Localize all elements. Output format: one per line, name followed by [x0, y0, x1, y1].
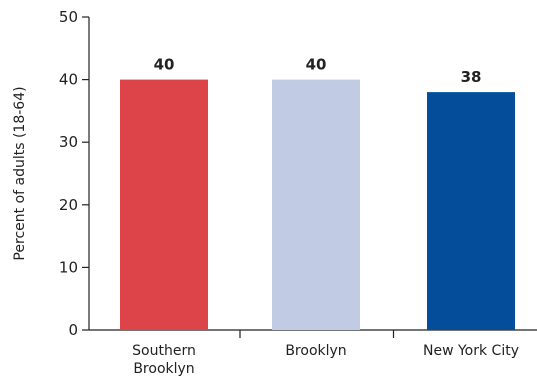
y-tick-label: 10 [59, 258, 78, 276]
y-tick-label: 40 [59, 71, 78, 89]
y-tick-label: 30 [59, 133, 78, 151]
y-axis-title: Percent of adults (18-64) [12, 86, 28, 260]
y-tick-label: 50 [59, 8, 78, 26]
y-tick-label: 20 [59, 196, 78, 214]
bar [427, 92, 515, 331]
data-labels: 40 40 38 [154, 56, 482, 87]
data-label: 40 [306, 56, 327, 74]
bar [272, 79, 360, 330]
x-tick-label-line: New York City [423, 343, 519, 359]
x-tick-label: Southern Brooklyn [132, 343, 196, 377]
x-axis: Southern Brooklyn Brooklyn New York City [89, 329, 537, 377]
x-tick-label-line: Southern [132, 343, 196, 359]
data-label: 38 [461, 68, 482, 86]
x-tick-label: Brooklyn [285, 343, 346, 359]
data-label: 40 [154, 56, 175, 74]
x-tick-label-line: Brooklyn [285, 343, 346, 359]
y-axis: 0 10 20 30 40 50 [59, 8, 90, 339]
x-tick-label-line: Brooklyn [133, 361, 194, 377]
bars [120, 79, 515, 331]
x-tick-label: New York City [423, 343, 519, 359]
y-tick-label: 0 [68, 321, 78, 339]
bar [120, 79, 208, 330]
